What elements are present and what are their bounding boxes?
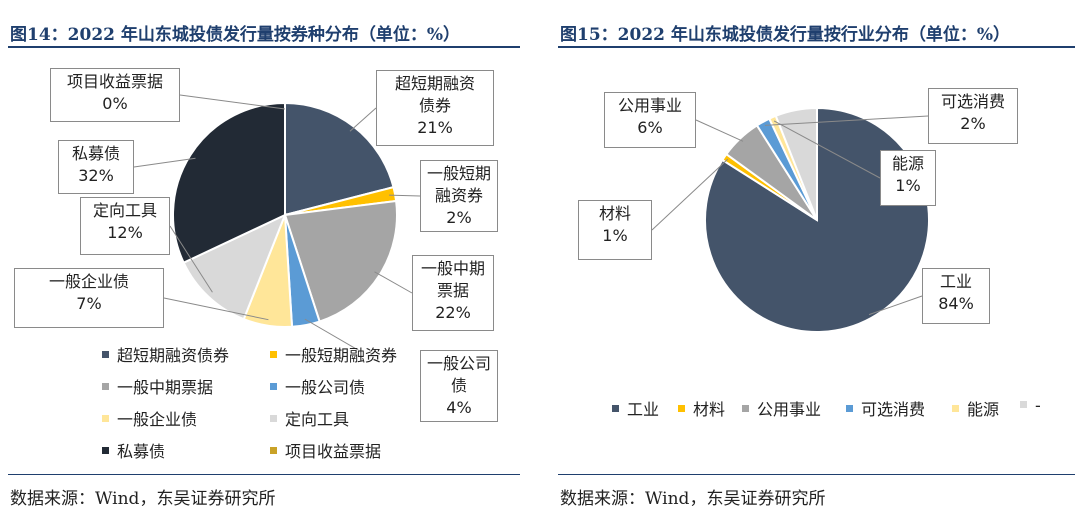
left-data-label-6: 私募债 32% [58,140,134,194]
left-legend-swatch-7 [270,447,277,454]
right-legend-label-4: 能源 [967,400,1000,419]
left-legend-item-6: 私募债 [102,438,165,462]
right-title-rule [558,46,1075,48]
left-leader-line-6 [133,157,196,168]
right-legend-item-2: 公用事业 [742,396,821,420]
right-legend-item-1: 材料 [678,396,725,420]
right-legend-swatch-5 [1020,401,1027,408]
left-leader-line-1 [389,194,421,197]
right-pie-slice-5 [774,106,818,221]
left-legend-label-1: 一般短期融资券 [285,346,398,365]
left-legend-label-3: 一般公司债 [285,378,366,397]
right-legend-swatch-3 [846,405,853,412]
left-data-label-7: 项目收益票据 0% [50,68,180,122]
left-leader-line-2 [374,271,413,294]
left-chart-panel: 图14：2022 年山东城投债发行量按券种分布（单位：%） 超短期融资 债券 21%… [0,0,520,519]
left-source-rule [8,474,520,475]
left-legend-swatch-5 [270,415,277,422]
left-leader-line-5 [169,225,213,293]
right-leader-line-2 [695,119,744,142]
right-legend-label-1: 材料 [693,400,726,419]
left-legend-label-4: 一般企业债 [117,410,198,429]
left-legend-label-7: 项目收益票据 [285,442,382,461]
right-chart-title: 图15：2022 年山东城投债发行量按行业分布（单位：%） [560,25,1011,45]
right-pie-chart [651,106,930,333]
right-leader-line-0 [868,295,923,316]
left-legend-item-0: 超短期融资债券 [102,342,229,366]
right-legend-swatch-4 [952,405,959,412]
left-legend-swatch-3 [270,383,277,390]
left-legend-label-5: 定向工具 [285,410,350,429]
left-legend-item-5: 定向工具 [270,406,349,430]
left-legend-item-3: 一般公司债 [270,374,365,398]
left-legend-swatch-6 [102,447,109,454]
left-leader-line-7 [179,94,286,110]
left-legend-swatch-0 [102,351,109,358]
right-leader-line-4 [773,120,881,179]
left-pie-slice-0 [284,101,395,217]
left-data-label-5: 定向工具 12% [80,197,170,255]
right-legend-item-4: 能源 [952,396,999,420]
left-data-label-2: 一般中期 票据 22% [412,255,494,331]
left-legend-swatch-4 [102,415,109,422]
left-leader-line-0 [349,107,377,132]
right-data-label-1: 材料 1% [578,200,652,260]
left-legend-item-2: 一般中期票据 [102,374,213,398]
right-legend-swatch-0 [612,405,619,412]
left-legend-label-2: 一般中期票据 [117,378,214,397]
right-chart-panel: 图15：2022 年山东城投债发行量按行业分布（单位：%） 工业 84% 材料 1% 公… [550,0,1075,519]
right-leader-line-3 [764,115,929,126]
right-data-label-2: 公用事业 6% [604,92,696,148]
left-pie-chart [133,94,421,350]
left-legend-swatch-2 [102,383,109,390]
left-legend-item-4: 一般企业债 [102,406,197,430]
right-legend-label-3: 可选消费 [861,400,926,419]
right-legend-label-5: - [1035,396,1041,415]
right-legend-item-3: 可选消费 [846,396,925,420]
right-legend-swatch-1 [678,405,685,412]
left-data-label-4: 一般企业债 7% [14,268,164,328]
left-source-note: 数据来源：Wind，东吴证券研究所 [10,489,276,509]
left-data-label-3: 一般公司债 4% [420,350,498,422]
right-legend-item-0: 工业 [612,396,659,420]
left-legend-label-6: 私募债 [117,442,166,461]
left-legend-item-7: 项目收益票据 [270,438,381,462]
right-leader-line-1 [651,158,729,231]
right-legend-item-5: - [1020,396,1041,415]
right-source-note: 数据来源：Wind，东吴证券研究所 [560,489,826,509]
left-legend-label-0: 超短期融资债券 [117,346,230,365]
right-legend-swatch-2 [742,405,749,412]
right-legend-label-0: 工业 [627,400,660,419]
left-data-label-0: 超短期融资 债券 21% [376,70,494,146]
left-chart-title: 图14：2022 年山东城投债发行量按券种分布（单位：%） [10,25,461,45]
right-data-label-3: 可选消费 2% [928,88,1018,144]
left-leader-line-3 [304,318,360,350]
left-pie-slice-5 [182,213,287,321]
right-legend-label-2: 公用事业 [757,400,822,419]
left-leader-line-4 [163,297,269,321]
left-legend-item-1: 一般短期融资券 [270,342,397,366]
left-data-label-1: 一般短期 融资券 2% [420,160,498,232]
right-data-label-0: 工业 84% [922,268,990,324]
left-title-rule [8,46,520,48]
left-legend-swatch-1 [270,351,277,358]
right-source-rule [558,474,1075,475]
right-data-label-4: 能源 1% [880,150,936,206]
